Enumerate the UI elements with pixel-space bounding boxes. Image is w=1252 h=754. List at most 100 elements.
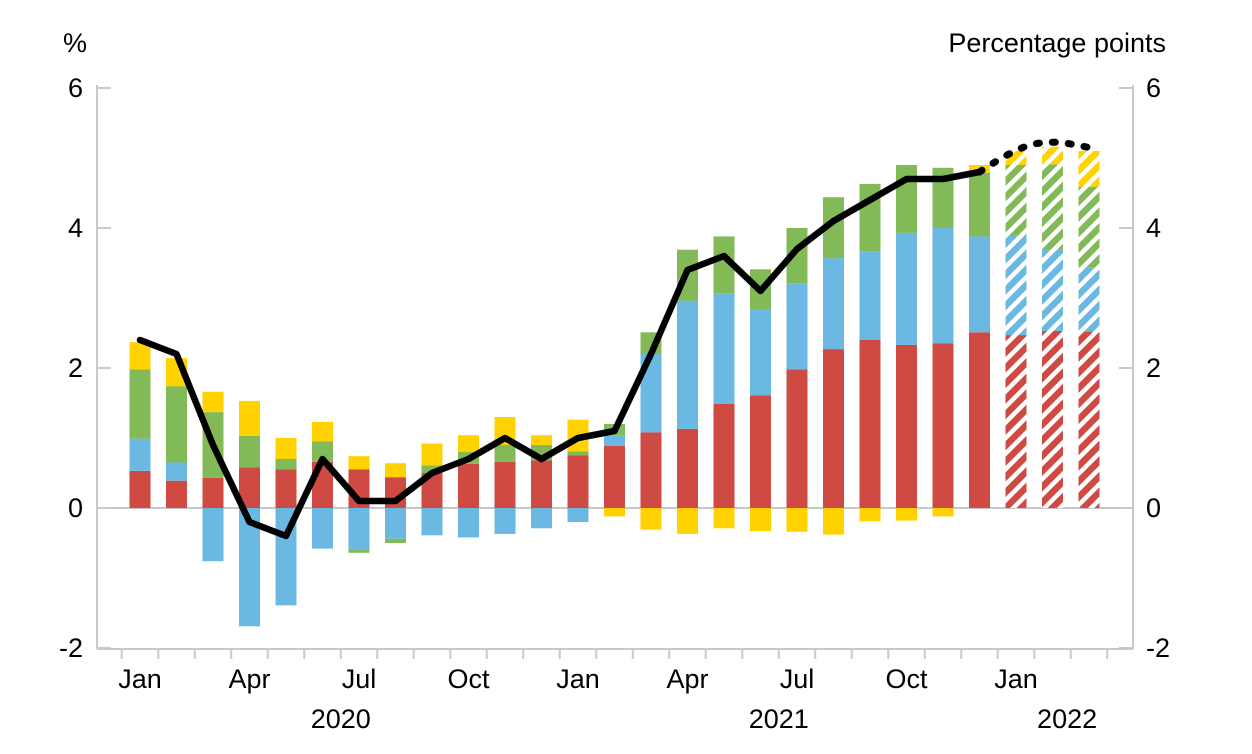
yellow-component-bar-segment [202, 391, 224, 413]
green-component-bar-segment [969, 172, 990, 237]
red-component-bar-segment [129, 470, 151, 508]
red-component-bar-segment [494, 461, 516, 508]
year-label: 2022 [1037, 704, 1097, 734]
yellow-component-bar-segment [531, 435, 552, 445]
blue-component-bar-segment [494, 508, 516, 534]
blue-component-bar-segment [531, 508, 552, 529]
green-component-bar-segment [421, 465, 443, 473]
green-component-projection-bar-segment [1005, 165, 1027, 235]
red-component-bar-segment [239, 467, 260, 508]
red-component-projection-bar-segment [1042, 330, 1063, 508]
blue-component-bar-segment [604, 435, 625, 446]
month-label: Apr [666, 664, 708, 694]
red-component-bar-segment [202, 477, 224, 508]
green-component-projection-bar-segment [1042, 164, 1063, 249]
red-component-bar-segment [786, 369, 808, 508]
blue-component-projection-bar-segment [1078, 267, 1100, 332]
inflation-line-solid [136, 168, 983, 540]
blue-component-projection-bar-segment [1005, 235, 1027, 336]
year-label: 2021 [749, 704, 809, 734]
month-label: Apr [228, 664, 270, 694]
left-axis-tick-label: -2 [59, 633, 83, 663]
blue-component-bar-segment [932, 228, 954, 344]
blue-component-bar-segment [385, 508, 406, 539]
green-component-bar-segment [823, 197, 844, 259]
blue-component-bar-segment [969, 236, 990, 333]
blue-component-bar-segment [567, 508, 589, 522]
right-axis-tick-label: 2 [1146, 353, 1161, 383]
green-component-bar-segment [713, 236, 735, 294]
year-label: 2020 [311, 704, 371, 734]
blue-component-bar-segment [677, 300, 698, 429]
blue-component-bar-segment [786, 283, 808, 370]
month-label: Jan [994, 664, 1038, 694]
red-component-bar-segment [896, 344, 917, 508]
yellow-component-bar-segment [750, 508, 771, 532]
green-component-bar-segment [348, 549, 370, 553]
green-component-bar-segment [385, 538, 406, 543]
red-component-bar-segment [713, 403, 735, 508]
yellow-component-bar-segment [129, 342, 151, 370]
yellow-component-bar-segment [896, 508, 917, 521]
green-component-bar-segment [567, 451, 589, 456]
red-component-bar-segment [640, 432, 662, 508]
left-axis-tick-label: 0 [68, 493, 83, 523]
blue-component-bar-segment [202, 508, 224, 562]
right-axis-tick-label: 6 [1146, 73, 1161, 103]
yellow-component-bar-segment [348, 456, 370, 470]
yellow-component-bar-segment [677, 508, 698, 534]
red-component-bar-segment [531, 460, 552, 508]
red-component-bar-segment [567, 455, 589, 508]
red-component-bar-segment [604, 445, 625, 508]
green-component-projection-bar-segment [1078, 186, 1100, 268]
green-component-bar-segment [312, 441, 333, 462]
right-axis-unit-label: Percentage points [948, 28, 1166, 58]
blue-component-bar-segment [348, 508, 370, 550]
blue-component-bar-segment [239, 508, 260, 627]
green-component-bar-segment [896, 165, 917, 233]
right-axis-tick-label: 0 [1146, 493, 1161, 523]
month-label: Oct [447, 664, 490, 694]
blue-component-projection-bar-segment [1042, 249, 1063, 331]
red-component-bar-segment [823, 349, 844, 508]
blue-component-bar-segment [312, 508, 333, 549]
red-component-bar-segment [677, 428, 698, 508]
red-component-bar-segment [421, 473, 443, 508]
yellow-component-bar-segment [859, 508, 881, 522]
red-component-bar-segment [275, 469, 297, 508]
blue-component-bar-segment [166, 462, 187, 481]
green-component-bar-segment [494, 445, 516, 462]
green-component-bar-segment [239, 435, 260, 468]
yellow-component-bar-segment [385, 463, 406, 478]
left-axis-tick-label: 2 [68, 353, 83, 383]
yellow-component-bar-segment [421, 443, 443, 466]
blue-component-bar-segment [896, 232, 917, 345]
blue-component-bar-segment [750, 309, 771, 396]
blue-component-bar-segment [640, 354, 662, 433]
yellow-component-bar-segment [786, 508, 808, 532]
red-component-projection-bar-segment [1078, 331, 1100, 508]
yellow-component-bar-segment [458, 435, 479, 452]
month-label: Jan [556, 664, 600, 694]
yellow-component-bar-segment [312, 421, 333, 442]
yellow-component-projection-bar-segment [1078, 151, 1100, 187]
blue-component-bar-segment [823, 258, 844, 350]
right-axis-tick-label: -2 [1146, 633, 1170, 663]
yellow-component-bar-segment [823, 508, 844, 535]
blue-component-bar-segment [458, 508, 479, 538]
blue-component-bar-segment [859, 251, 881, 340]
month-label: Jan [118, 664, 162, 694]
yellow-component-bar-segment [713, 508, 735, 529]
red-component-bar-segment [458, 463, 479, 508]
blue-component-bar-segment [129, 438, 151, 471]
inflation-line-projection-dashed [976, 138, 1093, 176]
green-component-bar-segment [275, 459, 297, 470]
green-component-bar-segment [129, 369, 151, 439]
yellow-component-bar-segment [640, 508, 662, 530]
green-component-bar-segment [932, 167, 954, 228]
left-axis-tick-label: 6 [68, 73, 83, 103]
red-component-projection-bar-segment [1005, 335, 1027, 508]
month-label: Jul [780, 664, 815, 694]
red-component-bar-segment [932, 343, 954, 508]
blue-component-bar-segment [421, 508, 443, 536]
